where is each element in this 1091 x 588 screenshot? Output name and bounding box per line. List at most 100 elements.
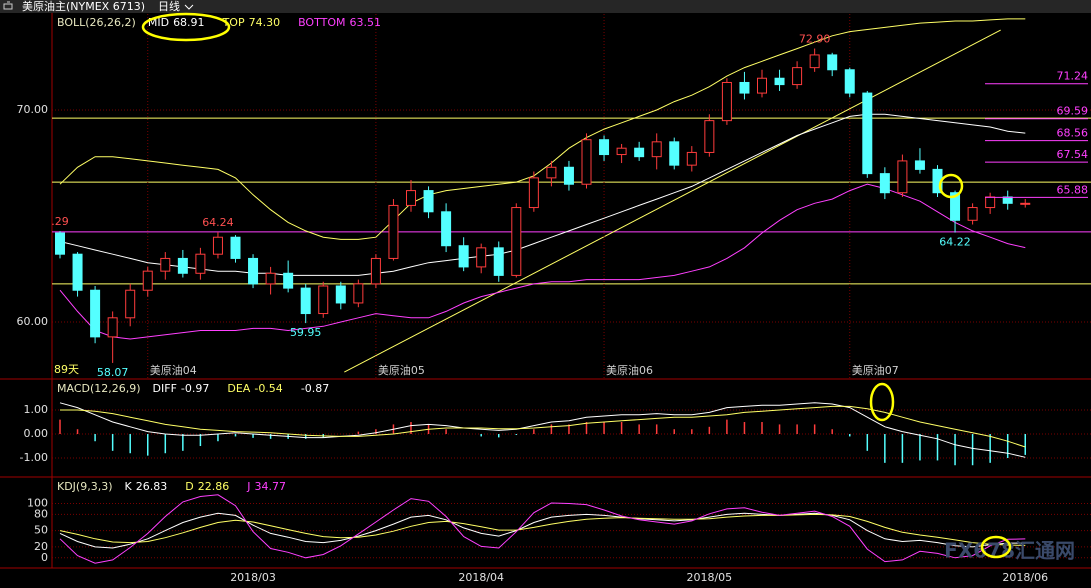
candle-body (704, 120, 715, 153)
candle-body (563, 166, 574, 185)
candle-body (528, 177, 539, 209)
legend-text: J (246, 480, 250, 493)
legend-text: DIFF (153, 382, 177, 395)
candle-body (739, 81, 750, 94)
menu-icon[interactable] (3, 1, 13, 10)
candle-body (212, 236, 223, 255)
y-tick-label: 60.00 (17, 315, 49, 328)
candle-body (406, 190, 416, 206)
candle-body (195, 253, 206, 274)
candle-body (757, 77, 767, 94)
extreme-label: 72.90 (799, 33, 831, 46)
y-tick-label: 70.00 (17, 103, 49, 116)
y-tick-label: 0 (41, 551, 48, 564)
extreme-label: 59.95 (290, 326, 322, 339)
candle-body (107, 317, 118, 338)
level-label: 71.24 (1057, 70, 1089, 83)
candle-body (616, 147, 627, 156)
x-tick-label: 2018/03 (230, 571, 276, 584)
candle-body (844, 69, 855, 94)
legend-text: 63.51 (349, 16, 381, 29)
x-tick-label: 2018/05 (686, 571, 732, 584)
legend-text: 34.77 (254, 480, 286, 493)
candle-body (774, 77, 785, 86)
candle-body (599, 139, 610, 156)
candle-body (897, 160, 908, 194)
contract-label: 美原油06 (606, 363, 653, 377)
legend-text: MACD(12,26,9) (57, 382, 141, 395)
y-tick-label: 20 (34, 540, 48, 553)
indicator-line (59, 512, 1026, 549)
highlight-circle (938, 173, 964, 199)
candle-body (458, 245, 469, 268)
candle-body (423, 190, 434, 213)
y-tick-label: 100 (27, 497, 48, 510)
highlight-circle (869, 382, 895, 422)
indicator-line (59, 513, 1026, 546)
title-bar (0, 0, 1091, 13)
extreme-label: 64.24 (202, 216, 234, 229)
symbol: 美原油主(NYMEX 6713) (22, 0, 145, 13)
candle-body (792, 67, 803, 86)
candle-body (1020, 202, 1031, 205)
candle-body (511, 207, 522, 276)
period-chevron[interactable] (184, 4, 194, 10)
y-tick-label: 1.00 (24, 403, 49, 416)
indicator-line (59, 183, 1026, 340)
legend-text: 74.30 (249, 16, 281, 29)
y-tick-label: 0.00 (24, 427, 49, 440)
candle-body (441, 211, 452, 247)
level-label: 69.59 (1057, 105, 1089, 118)
legend-text: -0.87 (301, 382, 329, 395)
candle-body (651, 141, 662, 158)
legend-text: K (125, 480, 133, 493)
period[interactable]: 日线 (158, 0, 180, 13)
day-count: 89天 (54, 363, 79, 376)
trend-line (344, 29, 1001, 373)
legend-text: 26.83 (136, 480, 168, 493)
indicator-line (59, 402, 1026, 458)
indicator-line (60, 405, 1026, 448)
level-label: 65.88 (1057, 183, 1089, 196)
candle-body (300, 287, 311, 315)
level-label: 68.56 (1057, 127, 1089, 140)
candle-body (546, 166, 557, 179)
indicator-line (59, 494, 1026, 564)
candle-body (283, 272, 294, 289)
candle-body (265, 272, 276, 285)
legend-text: -0.54 (254, 382, 282, 395)
x-tick-label: 2018/04 (458, 571, 504, 584)
contract-label: 美原油07 (852, 363, 899, 377)
candle-body (493, 247, 504, 276)
extreme-label: 58.07 (97, 366, 129, 379)
candle-body (862, 92, 873, 175)
candle-body (125, 289, 136, 319)
candle-body (967, 207, 978, 221)
y-tick-label: -1.00 (20, 451, 48, 464)
legend-text: DEA (227, 382, 250, 395)
candle-body (72, 253, 83, 291)
contract-label: 美原油04 (150, 363, 197, 377)
highlight-circle (141, 12, 231, 42)
candle-body (335, 285, 346, 304)
candle-body (581, 139, 592, 185)
contract-label: 美原油05 (378, 363, 425, 377)
legend-text: KDJ(9,3,3) (57, 480, 113, 493)
candle-body (985, 196, 996, 209)
highlight-circle (980, 535, 1012, 559)
legend-text: BOLL(26,26,2) (57, 16, 136, 29)
candle-body (669, 141, 680, 166)
candle-body (827, 54, 838, 71)
candle-body (142, 270, 153, 291)
legend-text: 68.91 (173, 16, 205, 29)
y-tick-label: 80 (34, 507, 48, 520)
candle-body (879, 173, 890, 194)
candle-body (230, 236, 241, 259)
candle-body (318, 285, 329, 315)
extreme-label: 64.22 (939, 236, 971, 249)
candle-body (914, 160, 925, 170)
y-tick-label: 50 (34, 524, 48, 537)
